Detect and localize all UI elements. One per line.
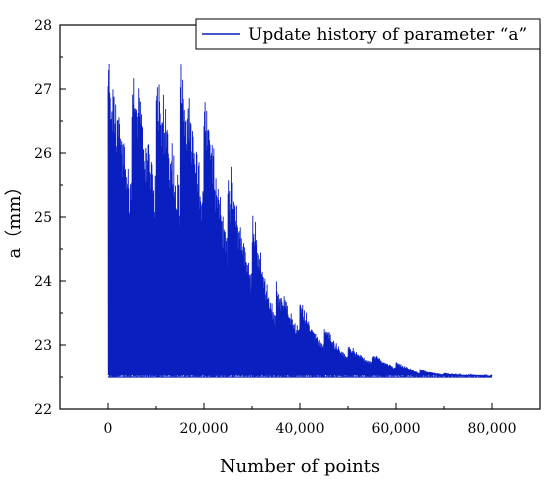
- legend: Update history of parameter “a”: [195, 18, 541, 50]
- y-tick-label: 23: [34, 338, 52, 354]
- series-path: [107, 63, 493, 379]
- x-tick-label: 40,000: [276, 421, 325, 437]
- y-tick-label: 27: [34, 82, 52, 98]
- y-tick-label: 25: [34, 210, 52, 226]
- x-axis-ticks: 0 20,000 40,000 60,000 80,000: [59, 403, 517, 437]
- series-line: [107, 63, 493, 379]
- y-tick-label: 22: [34, 402, 52, 418]
- x-tick-label: 80,000: [468, 421, 517, 437]
- y-tick-label: 28: [34, 18, 52, 34]
- y-tick-label: 26: [34, 146, 52, 162]
- x-tick-label: 0: [104, 421, 113, 437]
- x-axis-title: Number of points: [220, 456, 380, 477]
- legend-label: Update history of parameter “a”: [248, 25, 527, 45]
- y-tick-label: 24: [34, 274, 52, 290]
- y-axis-title: a（mm）: [4, 178, 25, 259]
- x-tick-label: 60,000: [372, 421, 421, 437]
- y-axis-ticks: 22 23 24 25 26 27 28: [34, 18, 66, 418]
- legend-box: [195, 18, 541, 50]
- x-tick-label: 20,000: [180, 421, 229, 437]
